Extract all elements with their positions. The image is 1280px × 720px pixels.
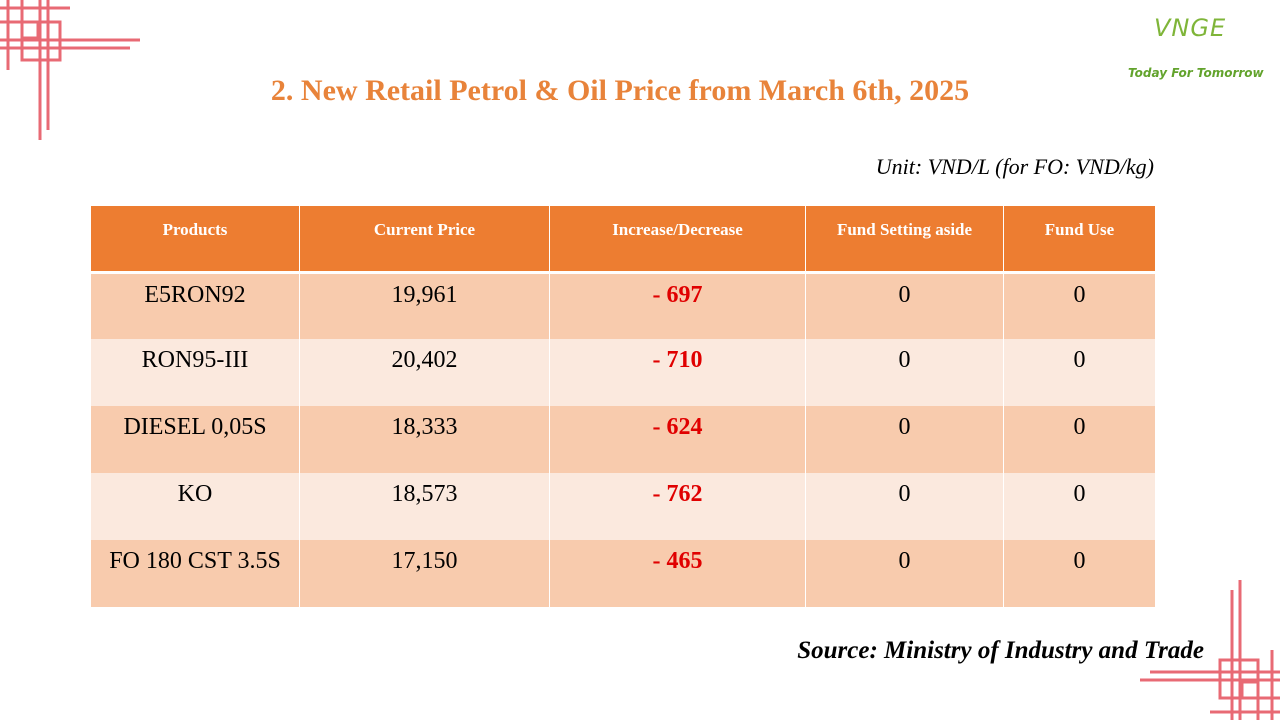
fund-use-cell: 0 [1003,272,1156,339]
change-cell: - 465 [549,540,806,607]
product-cell: RON95-III [90,339,300,406]
product-cell: E5RON92 [90,272,300,339]
product-cell: KO [90,473,300,540]
header-increase-decrease: Increase/Decrease [549,206,806,274]
fund-setting-cell: 0 [805,540,1004,607]
source-note: Source: Ministry of Industry and Trade [797,637,1204,664]
table-row: DIESEL 0,05S 18,333 - 624 0 0 [90,406,1156,473]
logo-mark: VNGE [1154,14,1227,42]
header-current-price: Current Price [299,206,550,274]
fund-setting-cell: 0 [805,339,1004,406]
current-price-cell: 18,573 [299,473,550,540]
header-fund-use: Fund Use [1003,206,1156,274]
fund-setting-cell: 0 [805,406,1004,473]
current-price-cell: 19,961 [299,272,550,339]
unit-note: Unit: VND/L (for FO: VND/kg) [875,154,1154,179]
change-cell: - 697 [549,272,806,339]
change-cell: - 762 [549,473,806,540]
current-price-cell: 18,333 [299,406,550,473]
corner-ornament-bottom-right [1140,580,1280,720]
fund-setting-cell: 0 [805,272,1004,339]
logo-tagline: Today For Tomorrow [1128,66,1264,80]
fund-use-cell: 0 [1003,339,1156,406]
corner-ornament-top-left [0,0,140,140]
table-row: KO 18,573 - 762 0 0 [90,473,1156,540]
fund-use-cell: 0 [1003,473,1156,540]
table-row: RON95-III 20,402 - 710 0 0 [90,339,1156,406]
product-cell: DIESEL 0,05S [90,406,300,473]
fund-use-cell: 0 [1003,406,1156,473]
table-header-row: Products Current Price Increase/Decrease… [90,206,1156,274]
product-cell: FO 180 CST 3.5S [90,540,300,607]
header-fund-setting-aside: Fund Setting aside [805,206,1004,274]
current-price-cell: 17,150 [299,540,550,607]
change-cell: - 624 [549,406,806,473]
current-price-cell: 20,402 [299,339,550,406]
header-products: Products [90,206,300,274]
vnge-logo: VNGE Today For Tomorrow [1128,14,1264,84]
fund-setting-cell: 0 [805,473,1004,540]
table-row: E5RON92 19,961 - 697 0 0 [90,272,1156,339]
table-row: FO 180 CST 3.5S 17,150 - 465 0 0 [90,540,1156,607]
change-cell: - 710 [549,339,806,406]
fund-use-cell: 0 [1003,540,1156,607]
price-table: Products Current Price Increase/Decrease… [90,206,1156,607]
page-title: 2. New Retail Petrol & Oil Price from Ma… [270,74,970,107]
